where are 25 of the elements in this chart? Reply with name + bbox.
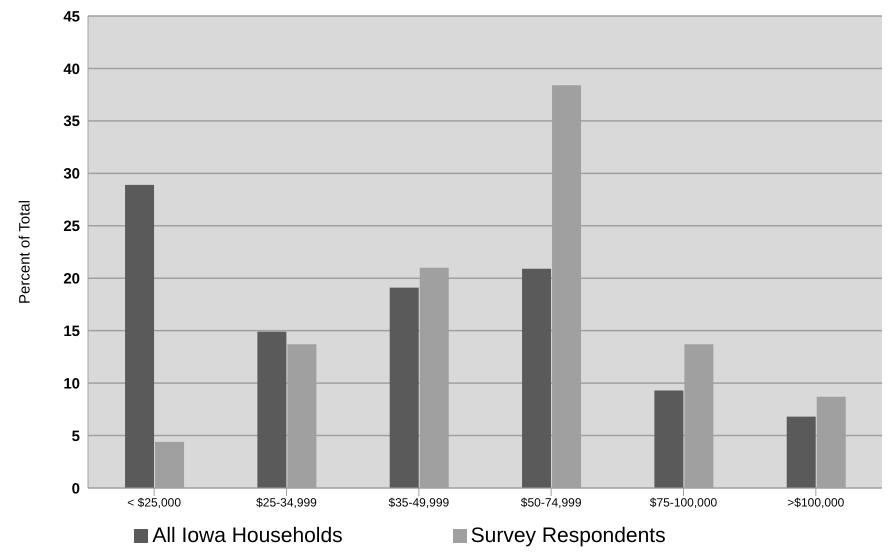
y-tick-label: 20 xyxy=(63,270,80,288)
y-tick-label: 40 xyxy=(63,60,80,78)
bar xyxy=(390,288,419,488)
x-tick-label: $25-34,999 xyxy=(256,496,318,510)
x-tick-label: $75-100,000 xyxy=(650,496,718,510)
y-tick-label: 45 xyxy=(63,8,80,26)
y-tick-label: 25 xyxy=(63,218,80,236)
y-tick-label: 10 xyxy=(63,375,80,392)
x-tick-label: $50-74,999 xyxy=(520,496,582,510)
bar xyxy=(786,416,816,488)
x-tick-label: $35-49,999 xyxy=(388,496,450,510)
legend-label: Survey Respondents xyxy=(470,524,666,547)
y-tick-label: 5 xyxy=(72,428,80,445)
y-tick-label: 35 xyxy=(63,113,80,130)
y-tick-label: 0 xyxy=(72,480,80,498)
y-tick-label: 30 xyxy=(63,166,80,183)
bar xyxy=(654,390,684,488)
legend-label: All Iowa Households xyxy=(152,524,343,547)
bar xyxy=(125,184,154,488)
bar xyxy=(522,268,552,488)
y-tick-label: 15 xyxy=(63,322,80,340)
bar xyxy=(257,332,286,488)
x-tick-label: < $25,000 xyxy=(127,496,182,510)
x-tick-label: >$100,000 xyxy=(787,496,845,510)
y-axis-title: Percent of Total xyxy=(16,200,34,304)
